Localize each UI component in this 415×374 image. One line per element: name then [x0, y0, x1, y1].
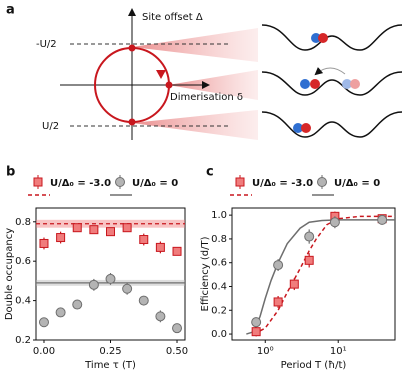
- point: [165, 81, 173, 89]
- y-tick-label: 0.0: [211, 329, 227, 340]
- y-tick-label: 0.6: [211, 258, 227, 269]
- direction-arrow: [156, 70, 166, 79]
- legend-marker: [235, 177, 245, 187]
- x-tick-label: 0.00: [33, 346, 55, 357]
- marker: [155, 242, 165, 252]
- axis-label: Dimerisation δ: [170, 92, 243, 103]
- y-tick-label: 0.8: [15, 217, 31, 228]
- y-tick-label: 1.0: [211, 210, 227, 221]
- x-tick-label: 0.25: [99, 346, 121, 357]
- marker: [105, 273, 116, 284]
- marker: [304, 231, 315, 242]
- reference-band: [36, 219, 185, 228]
- axis-label: Site offset Δ: [142, 12, 203, 23]
- marker: [106, 227, 115, 237]
- panel-a: a Site offset Δ Dimerisation δ -U/2 U/2: [6, 3, 403, 140]
- plot-frame: [231, 207, 396, 341]
- marker: [89, 225, 99, 235]
- x-axis-label: Time τ (T): [84, 360, 136, 371]
- fit-line: [246, 219, 395, 335]
- x-axis-label: Period T (ħ/t): [281, 360, 347, 371]
- legend-label: U/Δ₀ = -3.0: [50, 178, 111, 189]
- wells: [261, 24, 403, 138]
- fit-line: [253, 215, 395, 335]
- marker: [155, 311, 166, 322]
- y-tick-label: 0.6: [15, 256, 31, 267]
- x-tick-label: 10⁰: [257, 346, 274, 357]
- marker: [122, 223, 132, 233]
- marker: [38, 317, 49, 328]
- y-tick-label: 0.4: [15, 296, 31, 307]
- marker: [304, 255, 314, 265]
- fan: [132, 110, 258, 140]
- marker: [172, 246, 182, 256]
- legend-label: U/Δ₀ = 0: [132, 178, 178, 189]
- marker: [88, 279, 99, 290]
- legend-marker: [317, 177, 327, 187]
- y-tick-label: 0.2: [15, 335, 31, 346]
- panel-label: a: [6, 3, 15, 18]
- marker: [289, 279, 299, 289]
- legend-label: U/Δ₀ = 0: [334, 178, 380, 189]
- x-tick-label: 10¹: [330, 346, 347, 357]
- marker: [55, 307, 66, 318]
- level-label: U/2: [42, 121, 59, 132]
- x-tick-label: 0.50: [166, 346, 188, 357]
- panel-label: b: [6, 165, 15, 180]
- legend-label: U/Δ₀ = -3.0: [252, 178, 313, 189]
- marker: [273, 260, 284, 271]
- marker: [251, 327, 261, 337]
- level-label: -U/2: [36, 39, 57, 50]
- y-tick-label: 0.2: [211, 305, 227, 316]
- plot-area: [246, 211, 395, 337]
- panel-label: c: [206, 165, 214, 180]
- marker: [56, 233, 66, 243]
- marker: [72, 299, 83, 310]
- point: [128, 118, 136, 126]
- marker: [377, 214, 388, 225]
- legend-marker: [33, 177, 43, 187]
- marker: [172, 323, 183, 334]
- marker: [122, 283, 133, 294]
- legend-marker: [115, 177, 125, 187]
- point: [128, 44, 136, 52]
- y-tick-label: 0.4: [211, 281, 227, 292]
- marker: [72, 223, 82, 233]
- marker: [273, 297, 283, 307]
- marker: [251, 317, 262, 328]
- y-axis-label: Double occupancy: [4, 228, 15, 320]
- marker: [138, 295, 149, 306]
- marker: [139, 235, 149, 245]
- plot-area: [36, 219, 185, 334]
- y-axis-label: Efficiency (d/T): [200, 236, 211, 311]
- y-tick-label: 0.8: [211, 234, 227, 245]
- marker: [39, 238, 49, 248]
- marker: [329, 217, 340, 228]
- fan: [168, 70, 258, 100]
- atoms: [293, 33, 360, 133]
- fan: [132, 28, 258, 62]
